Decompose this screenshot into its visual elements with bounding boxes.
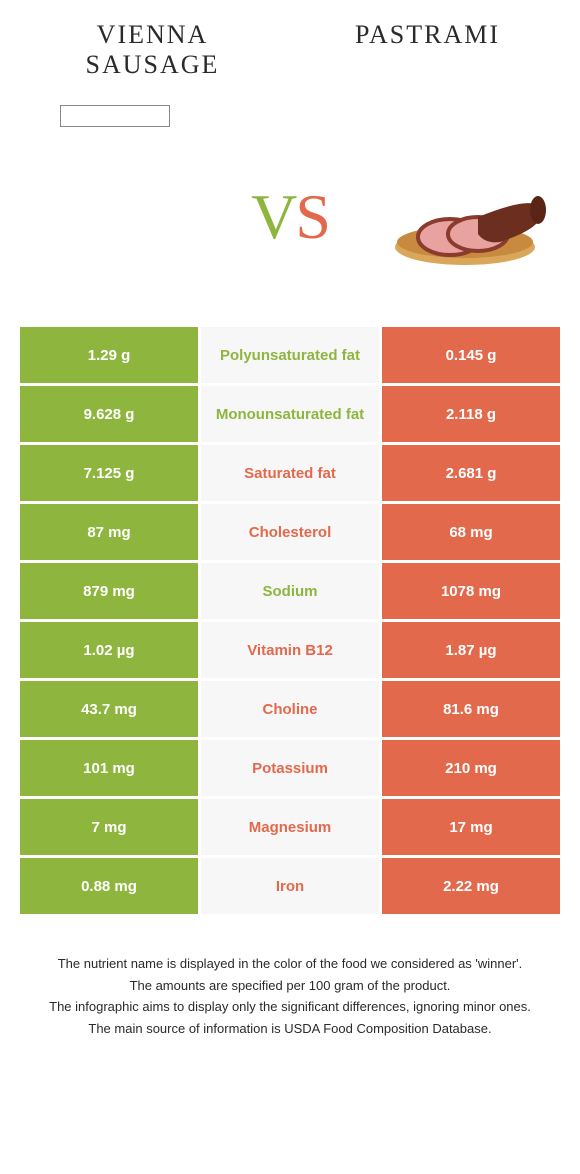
table-row: 101 mgPotassium210 mg [20, 740, 560, 796]
left-value-cell: 1.29 g [20, 327, 198, 383]
table-row: 1.29 gPolyunsaturated fat0.145 g [20, 327, 560, 383]
nutrient-name-cell: Polyunsaturated fat [201, 327, 379, 383]
nutrient-name-cell: Cholesterol [201, 504, 379, 560]
header: Vienna sausage Pastrami [0, 0, 580, 90]
nutrient-name-cell: Iron [201, 858, 379, 914]
right-value-cell: 81.6 mg [382, 681, 560, 737]
table-row: 7 mgMagnesium17 mg [20, 799, 560, 855]
right-value-cell: 2.681 g [382, 445, 560, 501]
table-row: 9.628 gMonounsaturated fat2.118 g [20, 386, 560, 442]
comparison-table: 1.29 gPolyunsaturated fat0.145 g9.628 gM… [20, 327, 560, 914]
nutrient-name-cell: Potassium [201, 740, 379, 796]
vs-row: VS [0, 127, 580, 327]
nutrient-name-cell: Choline [201, 681, 379, 737]
footnote-line: The main source of information is USDA F… [30, 1019, 550, 1039]
nutrient-name-cell: Sodium [201, 563, 379, 619]
right-value-cell: 2.118 g [382, 386, 560, 442]
left-value-cell: 9.628 g [20, 386, 198, 442]
table-row: 879 mgSodium1078 mg [20, 563, 560, 619]
left-value-cell: 7 mg [20, 799, 198, 855]
left-value-cell: 87 mg [20, 504, 198, 560]
table-row: 43.7 mgCholine81.6 mg [20, 681, 560, 737]
right-food-title: Pastrami [315, 20, 540, 80]
right-food-image [390, 157, 550, 277]
nutrient-name-cell: Monounsaturated fat [201, 386, 379, 442]
left-value-cell: 1.02 µg [20, 622, 198, 678]
nutrient-name-cell: Vitamin B12 [201, 622, 379, 678]
table-row: 1.02 µgVitamin B121.87 µg [20, 622, 560, 678]
right-value-cell: 2.22 mg [382, 858, 560, 914]
left-value-cell: 101 mg [20, 740, 198, 796]
left-value-cell: 879 mg [20, 563, 198, 619]
footnote-line: The amounts are specified per 100 gram o… [30, 976, 550, 996]
footnote-line: The infographic aims to display only the… [30, 997, 550, 1017]
table-row: 87 mgCholesterol68 mg [20, 504, 560, 560]
left-food-input[interactable] [60, 105, 170, 127]
right-value-cell: 68 mg [382, 504, 560, 560]
table-row: 7.125 gSaturated fat2.681 g [20, 445, 560, 501]
vs-label: VS [251, 180, 329, 254]
table-row: 0.88 mgIron2.22 mg [20, 858, 560, 914]
right-value-cell: 210 mg [382, 740, 560, 796]
right-value-cell: 0.145 g [382, 327, 560, 383]
right-value-cell: 1.87 µg [382, 622, 560, 678]
left-value-cell: 43.7 mg [20, 681, 198, 737]
left-value-cell: 7.125 g [20, 445, 198, 501]
pastrami-icon [390, 162, 550, 272]
right-value-cell: 1078 mg [382, 563, 560, 619]
vs-v-letter: V [251, 181, 295, 252]
nutrient-name-cell: Saturated fat [201, 445, 379, 501]
vs-s-letter: S [295, 181, 329, 252]
left-value-cell: 0.88 mg [20, 858, 198, 914]
footnote-line: The nutrient name is displayed in the co… [30, 954, 550, 974]
nutrient-name-cell: Magnesium [201, 799, 379, 855]
right-value-cell: 17 mg [382, 799, 560, 855]
footnotes: The nutrient name is displayed in the co… [30, 954, 550, 1038]
left-food-title: Vienna sausage [40, 20, 265, 80]
